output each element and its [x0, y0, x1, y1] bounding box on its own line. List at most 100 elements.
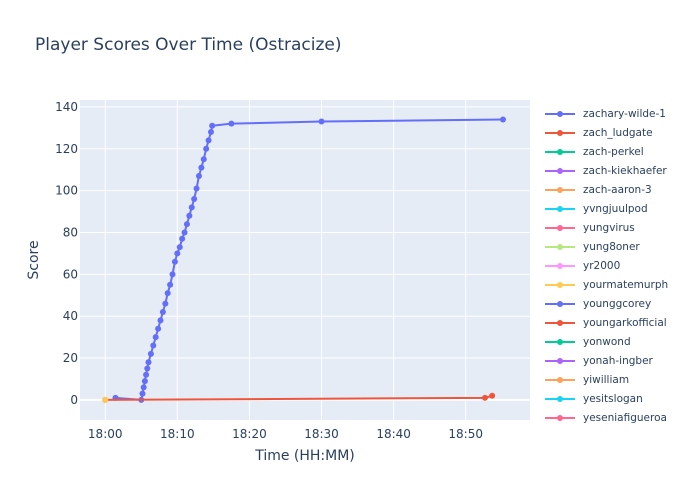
legend-item[interactable]: yonah-ingber: [543, 351, 700, 370]
data-point[interactable]: [191, 195, 198, 202]
data-point[interactable]: [499, 116, 506, 123]
data-point[interactable]: [140, 384, 147, 391]
data-point[interactable]: [200, 156, 207, 163]
y-tick-label: 0: [70, 393, 78, 407]
data-point[interactable]: [489, 392, 496, 399]
data-point[interactable]: [157, 317, 164, 324]
legend-item[interactable]: yung8oner: [543, 237, 700, 256]
data-point[interactable]: [205, 137, 212, 144]
x-tick-label: 18:10: [160, 427, 195, 441]
legend-swatch-icon: [545, 281, 575, 288]
y-tick-label: 40: [63, 309, 78, 323]
data-point[interactable]: [152, 334, 159, 341]
legend-item[interactable]: younggcorey: [543, 294, 700, 313]
data-point[interactable]: [167, 281, 174, 288]
data-point[interactable]: [102, 396, 109, 403]
legend-swatch-icon: [545, 376, 575, 383]
data-point[interactable]: [147, 350, 154, 357]
data-point[interactable]: [207, 129, 214, 136]
data-point[interactable]: [174, 250, 181, 257]
legend-swatch-icon: [545, 129, 575, 136]
legend-item[interactable]: youngarkofficial: [543, 313, 700, 332]
legend-item[interactable]: yesitslogan: [543, 389, 700, 408]
legend-swatch-icon: [545, 243, 575, 250]
data-point[interactable]: [145, 359, 152, 366]
legend-swatch-icon: [545, 205, 575, 212]
legend-item[interactable]: zach-kiekhaefer: [543, 161, 700, 180]
legend-item[interactable]: yourmatemurph: [543, 275, 700, 294]
x-tick-label: 18:30: [304, 427, 339, 441]
legend-item[interactable]: yeseniafigueroa: [543, 408, 700, 424]
data-point[interactable]: [169, 271, 176, 278]
data-point[interactable]: [155, 325, 162, 332]
data-point[interactable]: [179, 235, 186, 242]
data-point[interactable]: [171, 258, 178, 265]
legend-label: yr2000: [583, 259, 621, 272]
data-point[interactable]: [209, 122, 216, 129]
data-point[interactable]: [228, 120, 235, 127]
series-yourmatemurph: [102, 396, 109, 403]
data-point[interactable]: [198, 164, 205, 171]
data-point[interactable]: [159, 309, 166, 316]
legend-item[interactable]: zach-perkel: [543, 142, 700, 161]
plot-area[interactable]: [80, 100, 530, 420]
legend-label: yesitslogan: [583, 392, 643, 405]
data-point[interactable]: [188, 204, 195, 211]
x-tick-label: 18:40: [376, 427, 411, 441]
data-point[interactable]: [144, 365, 151, 372]
legend-label: zach-perkel: [583, 145, 644, 158]
data-point[interactable]: [139, 390, 146, 397]
data-point[interactable]: [186, 212, 193, 219]
legend-swatch-icon: [545, 319, 575, 326]
y-tick-label: 80: [63, 225, 78, 239]
legend-item[interactable]: yvngjuulpod: [543, 199, 700, 218]
y-tick-label: 20: [63, 351, 78, 365]
legend-swatch-icon: [545, 167, 575, 174]
legend-label: zach-kiekhaefer: [583, 164, 667, 177]
legend-label: youngarkofficial: [583, 316, 667, 329]
legend-swatch-icon: [545, 148, 575, 155]
data-point[interactable]: [318, 118, 325, 125]
legend-swatch-icon: [545, 300, 575, 307]
legend-swatch-icon: [545, 338, 575, 345]
data-point[interactable]: [181, 229, 188, 236]
legend-label: younggcorey: [583, 297, 652, 310]
data-point[interactable]: [193, 185, 200, 192]
legend-item[interactable]: yonwond: [543, 332, 700, 351]
legend-item[interactable]: yr2000: [543, 256, 700, 275]
legend-swatch-icon: [545, 414, 575, 421]
legend-label: yiwilliam: [583, 373, 630, 386]
data-point[interactable]: [143, 371, 150, 378]
y-tick-label: 60: [63, 267, 78, 281]
y-tick-label: 120: [55, 142, 78, 156]
data-point[interactable]: [164, 290, 171, 297]
legend-item[interactable]: zachary-wilde-1: [543, 104, 700, 123]
y-tick-label: 100: [55, 184, 78, 198]
data-point[interactable]: [176, 244, 183, 251]
legend-item[interactable]: yiwilliam: [543, 370, 700, 389]
legend-label: yung8oner: [583, 240, 640, 253]
legend-label: yonah-ingber: [583, 354, 653, 367]
legend-item[interactable]: yungvirus: [543, 218, 700, 237]
series-zachary-wilde-1: [112, 116, 506, 403]
legend-label: yourmatemurph: [583, 278, 669, 291]
data-point[interactable]: [183, 221, 190, 228]
legend-swatch-icon: [545, 395, 575, 402]
legend-swatch-icon: [545, 262, 575, 269]
legend-label: yungvirus: [583, 221, 635, 234]
legend: zachary-wilde-1 zach_ludgate zach-perkel za…: [543, 104, 700, 424]
data-point[interactable]: [203, 145, 210, 152]
legend-label: yonwond: [583, 335, 631, 348]
legend-swatch-icon: [545, 357, 575, 364]
legend-item[interactable]: zach-aaron-3: [543, 180, 700, 199]
data-point[interactable]: [150, 342, 157, 349]
data-point[interactable]: [195, 172, 202, 179]
legend-swatch-icon: [545, 224, 575, 231]
data-point[interactable]: [162, 300, 169, 307]
legend-label: yeseniafigueroa: [583, 411, 667, 424]
data-point[interactable]: [481, 394, 488, 401]
data-point[interactable]: [141, 378, 148, 385]
legend-item[interactable]: zach_ludgate: [543, 123, 700, 142]
